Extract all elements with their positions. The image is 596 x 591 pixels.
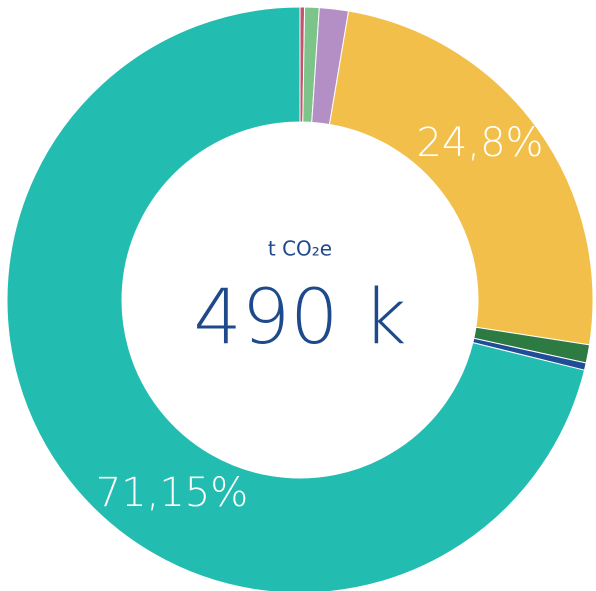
donut-segment (328, 10, 594, 346)
value-label: 24,8% (416, 120, 543, 166)
donut-segment (6, 6, 586, 591)
center-value: 490 k (193, 272, 406, 361)
value-label: 71,15% (96, 470, 249, 516)
center-label: t CO₂e (268, 237, 332, 261)
